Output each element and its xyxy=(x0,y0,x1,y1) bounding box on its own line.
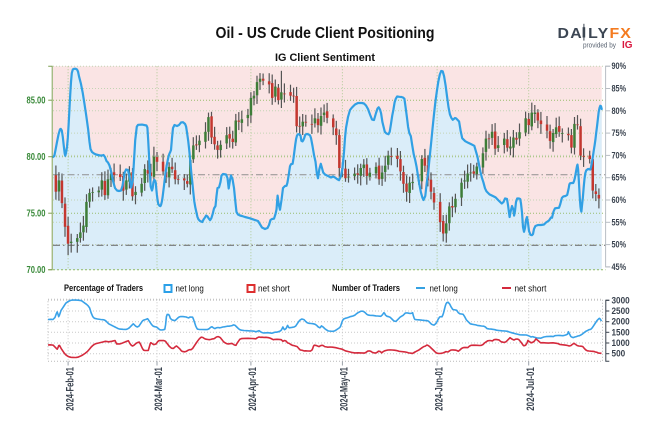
svg-text:Percentage of Traders: Percentage of Traders xyxy=(64,283,143,294)
svg-text:2024-May-01: 2024-May-01 xyxy=(339,367,351,411)
svg-text:2500: 2500 xyxy=(612,306,630,317)
svg-text:65%: 65% xyxy=(612,173,627,184)
svg-text:2024-Apr-01: 2024-Apr-01 xyxy=(247,367,259,411)
svg-text:provided by: provided by xyxy=(583,43,616,50)
svg-text:1500: 1500 xyxy=(612,327,630,338)
svg-text:60%: 60% xyxy=(612,195,627,206)
svg-text:85.00: 85.00 xyxy=(27,95,46,106)
svg-text:FX: FX xyxy=(610,26,633,42)
svg-text:2024-Jun-01: 2024-Jun-01 xyxy=(433,367,445,411)
svg-text:2024-Feb-01: 2024-Feb-01 xyxy=(64,367,76,411)
svg-text:45%: 45% xyxy=(612,262,627,273)
svg-text:80%: 80% xyxy=(612,106,627,117)
svg-text:net short: net short xyxy=(258,284,290,295)
svg-text:55%: 55% xyxy=(612,217,627,228)
svg-text:net long: net long xyxy=(430,284,458,295)
svg-text:3000: 3000 xyxy=(612,295,630,306)
svg-text:Oil - US Crude Client Position: Oil - US Crude Client Positioning xyxy=(216,25,435,42)
svg-text:2024-Jul-01: 2024-Jul-01 xyxy=(525,367,537,411)
svg-text:IG Client Sentiment: IG Client Sentiment xyxy=(275,52,375,64)
svg-text:50%: 50% xyxy=(612,240,627,251)
svg-text:net short: net short xyxy=(515,284,547,295)
svg-text:net long: net long xyxy=(176,284,204,295)
svg-text:75%: 75% xyxy=(612,128,627,139)
svg-text:70%: 70% xyxy=(612,150,627,161)
svg-text:75.00: 75.00 xyxy=(27,208,46,219)
svg-text:2000: 2000 xyxy=(612,317,630,328)
svg-text:80.00: 80.00 xyxy=(27,152,46,163)
svg-text:85%: 85% xyxy=(612,84,627,95)
svg-text:2024-Mar-01: 2024-Mar-01 xyxy=(153,367,165,411)
svg-text:1000: 1000 xyxy=(612,338,630,349)
svg-text:70.00: 70.00 xyxy=(27,265,46,276)
svg-text:90%: 90% xyxy=(612,61,627,72)
svg-text:500: 500 xyxy=(612,349,626,360)
svg-text:IG: IG xyxy=(622,39,633,51)
svg-text:Number of Traders: Number of Traders xyxy=(332,283,400,294)
